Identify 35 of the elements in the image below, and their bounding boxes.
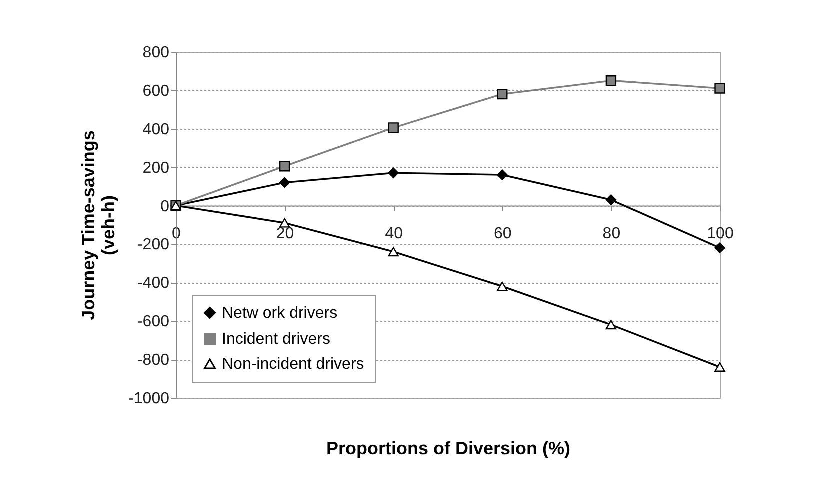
y-tick-label: -1000 <box>128 390 170 408</box>
legend-label: Netw ork drivers <box>222 305 338 322</box>
point <box>279 161 290 172</box>
y-tick-label: 200 <box>142 160 170 177</box>
legend-label: Non-incident drivers <box>222 356 364 373</box>
point <box>497 282 508 292</box>
legend-label: Incident drivers <box>222 331 330 348</box>
point <box>714 83 726 94</box>
x-tick-label: 20 <box>276 225 294 242</box>
point <box>279 177 290 188</box>
point <box>714 242 726 254</box>
point <box>497 88 508 100</box>
point <box>606 75 617 86</box>
x-axis-title: Proportions of Diversion (%) <box>326 438 571 458</box>
y-tick-label: -400 <box>137 275 170 292</box>
point <box>606 194 617 206</box>
y-tick-label: 800 <box>142 44 170 62</box>
point <box>279 218 290 228</box>
y-tick-label: -600 <box>137 314 170 331</box>
x-tick-label: 100 <box>707 225 734 242</box>
point <box>606 320 617 330</box>
y-axis-title: Journey Time-savings (veh-h) <box>78 130 119 320</box>
point <box>388 247 399 257</box>
x-tick-label: 40 <box>385 225 404 242</box>
y-tick-label: -200 <box>137 236 170 254</box>
y-tick-label: -800 <box>137 352 170 370</box>
y-tick-label: 0 <box>160 198 170 216</box>
point <box>714 362 726 372</box>
y-tick-label: 600 <box>142 82 170 100</box>
point <box>388 122 399 134</box>
point <box>388 168 399 178</box>
y-tick-label: 400 <box>142 121 170 138</box>
x-tick-label: 80 <box>602 225 621 242</box>
point <box>497 170 508 180</box>
x-tick-label: 60 <box>494 225 512 242</box>
